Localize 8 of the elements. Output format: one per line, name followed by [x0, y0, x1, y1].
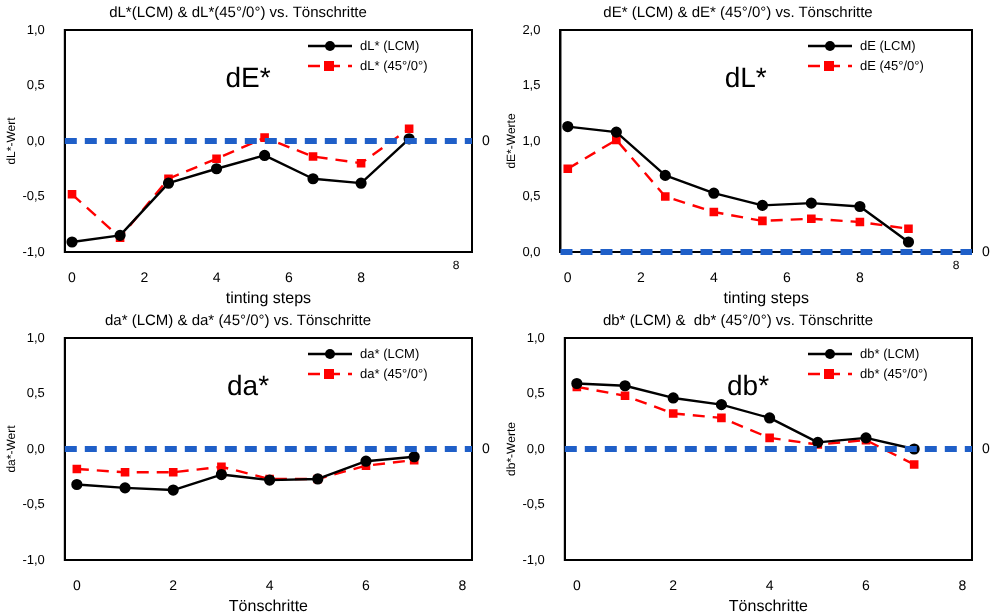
annotation: dL* — [724, 60, 768, 93]
annotation: db* — [727, 368, 771, 401]
annotation: da* — [227, 368, 271, 401]
x-axis-title: tinting steps — [225, 288, 312, 307]
x-axis-title: Tönschritte — [228, 596, 310, 615]
annotation: dE* — [225, 60, 272, 93]
x-axis-title: Tönschritte — [728, 596, 810, 615]
x-axis-title: tinting steps — [723, 288, 809, 307]
